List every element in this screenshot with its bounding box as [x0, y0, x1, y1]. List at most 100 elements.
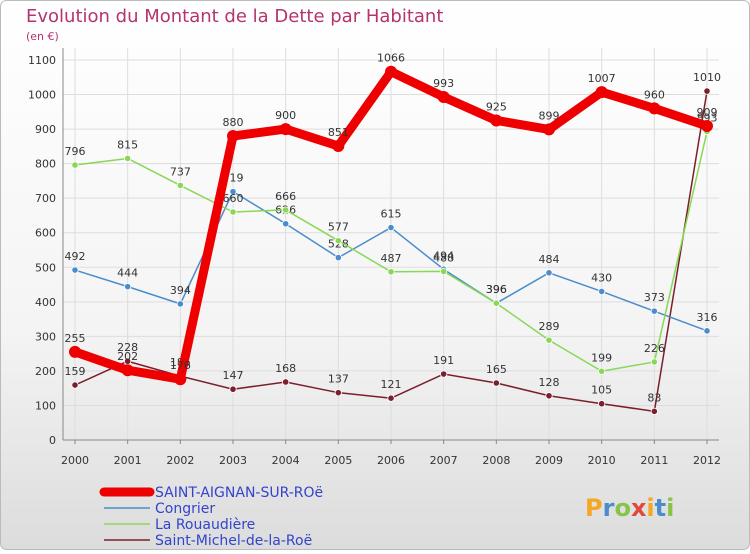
data-point: [282, 206, 290, 214]
x-tick-label: 2001: [114, 454, 142, 467]
data-point: [71, 266, 79, 274]
data-point: [598, 400, 606, 408]
y-tick-label: 400: [35, 296, 56, 309]
data-label: 993: [433, 77, 454, 90]
data-point: [176, 181, 184, 189]
data-point: [490, 114, 503, 127]
axes: [62, 48, 719, 444]
x-tick-labels: 2000 2001 2002 2003 2004 2005 2006 2007 2008 2009…: [61, 454, 721, 467]
data-label: 137: [328, 373, 349, 386]
x-tick-label: 2006: [377, 454, 405, 467]
data-point: [176, 300, 184, 308]
data-point: [121, 364, 134, 377]
chart-subtitle: (en €): [26, 30, 59, 43]
data-point: [650, 358, 658, 366]
x-tick-label: 2002: [166, 454, 194, 467]
data-label: 815: [117, 138, 138, 151]
logo-letter-7: i: [666, 494, 674, 522]
data-point: [334, 237, 342, 245]
x-tick-label: 2003: [219, 454, 247, 467]
data-point: [71, 381, 79, 389]
data-label: 83: [647, 391, 661, 404]
data-label: 202: [117, 350, 138, 363]
data-point: [650, 407, 658, 415]
x-tick-label: 2011: [640, 454, 668, 467]
data-point: [598, 367, 606, 375]
data-label: 851: [328, 126, 349, 139]
x-tick-label: 2009: [535, 454, 563, 467]
y-tick-label: 100: [35, 399, 56, 412]
data-point: [545, 269, 553, 277]
logo-text: Proxiti: [585, 494, 674, 522]
data-point: [387, 223, 395, 232]
series-3: 255 202 176 880 900 851 1066 993 925 899 1007 960 90…: [65, 52, 718, 386]
data-label: 199: [591, 351, 612, 364]
data-point: [71, 161, 79, 169]
data-point: [703, 327, 711, 335]
logo-letter-5: i: [646, 494, 654, 522]
data-point: [227, 130, 239, 142]
proxiti-logo: Proxiti: [585, 494, 674, 522]
data-point: [282, 220, 290, 228]
chart-title: Evolution du Montant de la Dette par Hab…: [26, 6, 443, 27]
data-label: 430: [591, 271, 612, 284]
data-label: 1010: [693, 71, 721, 84]
data-label: 105: [591, 384, 612, 397]
data-label: 899: [539, 109, 560, 122]
data-point: [492, 299, 500, 307]
data-label: 444: [117, 267, 138, 280]
data-label: 147: [223, 369, 244, 382]
y-tick-label: 300: [35, 330, 56, 343]
data-label: 494: [433, 249, 454, 262]
logo-letter-3: o: [614, 494, 631, 522]
data-point: [279, 123, 292, 136]
y-tick-label: 600: [35, 227, 56, 240]
y-tick-label: 700: [35, 192, 56, 205]
data-label: 255: [65, 332, 86, 345]
data-point: [543, 123, 555, 136]
y-tick-label: 500: [35, 261, 56, 274]
data-label: 226: [644, 342, 665, 355]
data-label: 128: [539, 376, 560, 389]
data-label: 396: [486, 283, 507, 296]
data-label: 228: [117, 341, 138, 354]
data-label: 289: [539, 320, 560, 333]
data-label: 960: [644, 88, 665, 101]
data-label: 121: [381, 378, 402, 391]
x-tick-label: 2000: [61, 454, 89, 467]
data-label: 666: [275, 190, 296, 203]
data-label: 909: [697, 106, 718, 119]
data-point: [650, 307, 658, 315]
data-label: 488: [433, 251, 454, 264]
data-point: [703, 87, 711, 95]
data-point: [124, 154, 132, 163]
data-point: [545, 392, 553, 400]
series-1: 492444394719626528615494396484430373316: [65, 172, 718, 335]
data-label: 925: [486, 100, 507, 113]
data-point: [545, 336, 553, 344]
data-label: 880: [223, 116, 244, 129]
y-tick-label: 200: [35, 365, 56, 378]
data-point: [334, 389, 342, 397]
data-label: 487: [381, 252, 402, 265]
data-point: [334, 254, 342, 262]
data-label: 660: [223, 192, 244, 205]
data-label: 900: [275, 109, 296, 122]
data-point: [229, 208, 237, 216]
data-point: [69, 345, 81, 358]
data-label: 615: [381, 208, 402, 221]
data-label: 165: [486, 363, 507, 376]
data-point: [229, 188, 237, 196]
data-label: 373: [644, 291, 665, 304]
data-point: [385, 65, 397, 78]
data-label: 191: [433, 354, 454, 367]
data-label: 1066: [377, 52, 405, 65]
x-tick-label: 2005: [324, 454, 352, 467]
data-point: [387, 268, 395, 276]
